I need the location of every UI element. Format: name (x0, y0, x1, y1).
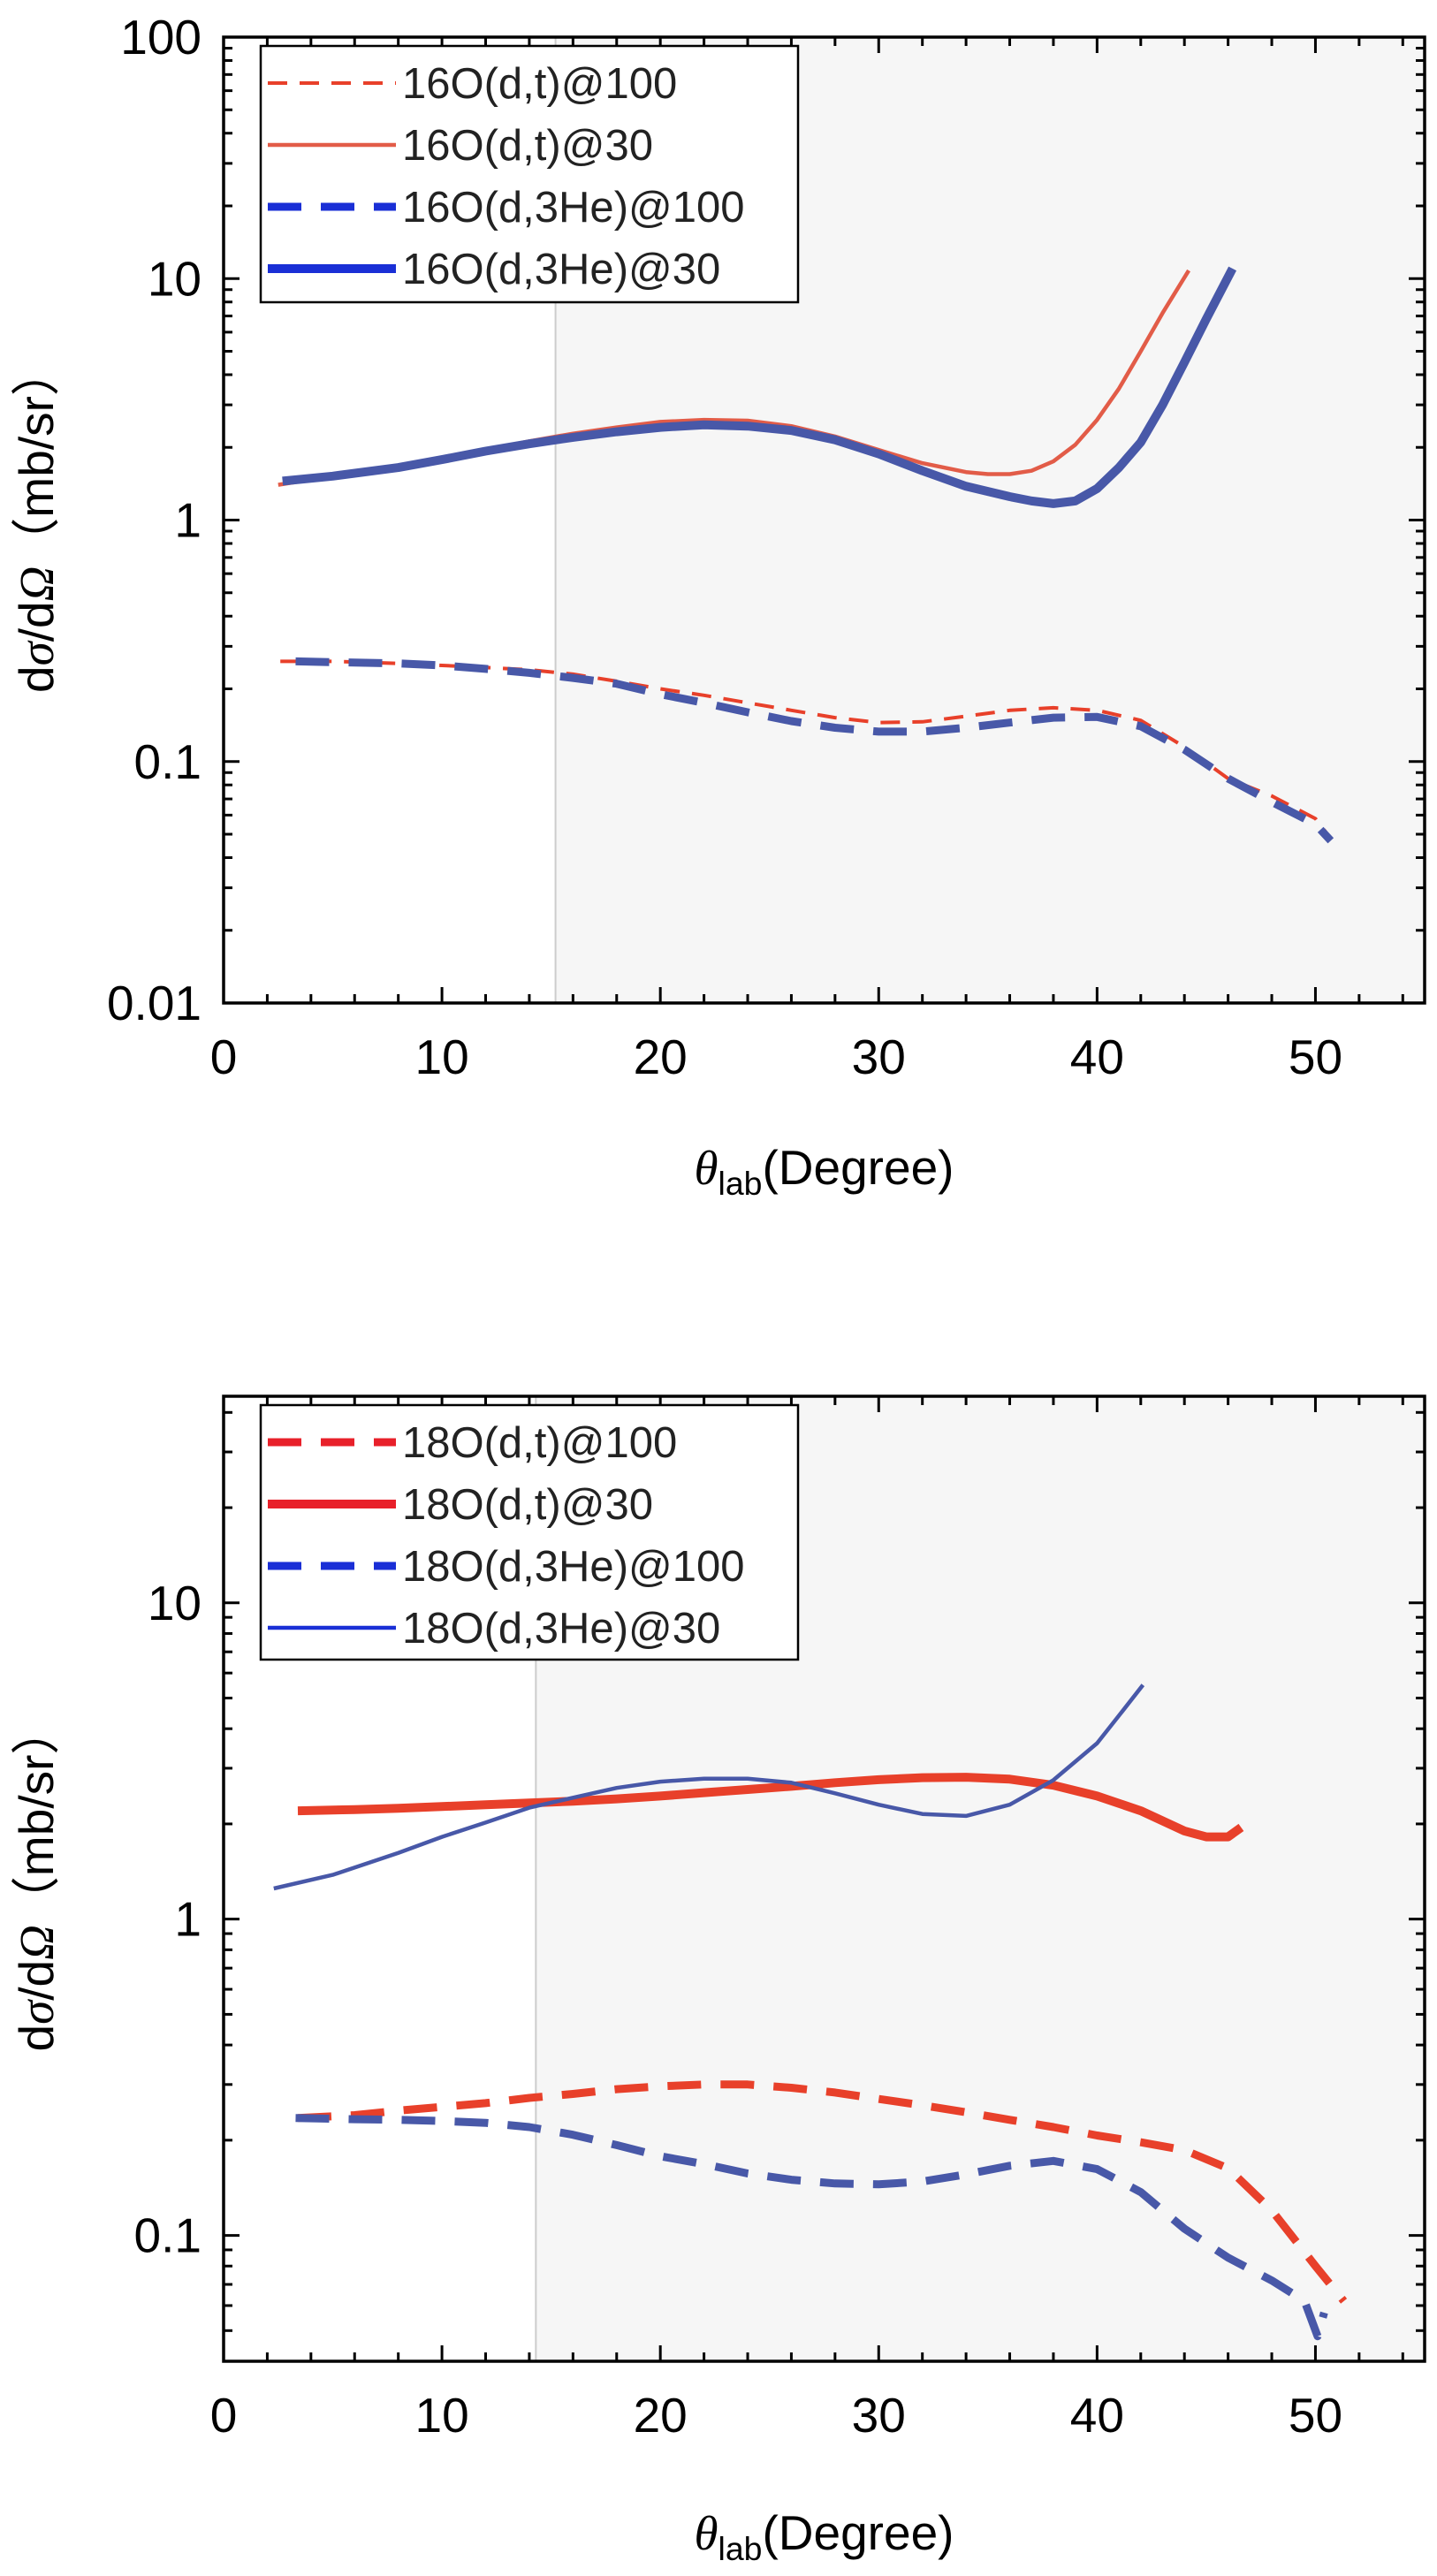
x-tick-label: 0 (210, 2388, 238, 2443)
y-axis-title: dσ/dΩ（mb/sr） (9, 1706, 64, 2052)
top-panel: 0 10 20 30 40 50 0.01 0.1 1 10 100 θlab(Degree) dσ/d… (9, 10, 1426, 1202)
x-tick-label: 50 (1289, 2388, 1342, 2443)
x-tick-label: 0 (210, 1030, 238, 1084)
y-tick-label: 1 (174, 493, 201, 548)
y-axis-title: dσ/dΩ（mb/sr） (9, 347, 64, 693)
series-line-18O(d,3He)@100 (295, 2114, 1328, 2341)
bottom-panel: 0 10 20 30 40 50 0.1 1 10 θlab(Degree) dσ/dΩ（mb/sr… (9, 1394, 1426, 2567)
x-tick-label: 40 (1070, 1030, 1124, 1084)
legend-label: 18O(d,3He)@30 (402, 1605, 720, 1653)
series-line-18O(d,t)@30 (297, 1773, 1244, 1842)
y-tick-label: 0.01 (107, 976, 201, 1030)
x-tick-label: 10 (414, 1030, 468, 1084)
legend-label: 16O(d,3He)@100 (402, 184, 745, 232)
x-tick-label: 10 (414, 2388, 468, 2443)
x-axis-title: θlab(Degree) (695, 1140, 954, 1202)
legend-label: 18O(d,3He)@100 (402, 1543, 745, 1591)
y-tick-label: 10 (148, 251, 201, 306)
x-tick-label: 50 (1289, 1030, 1342, 1084)
legend-label: 16O(d,t)@100 (402, 60, 677, 108)
x-tick-label: 30 (852, 1030, 906, 1084)
x-tick-label: 20 (634, 2388, 688, 2443)
legend-box (259, 44, 800, 304)
y-tick-label: 100 (120, 10, 201, 65)
x-tick-label: 30 (852, 2388, 906, 2443)
series-line-16O(d,3He)@100 (295, 657, 1334, 844)
legend-label: 18O(d,t)@100 (402, 1419, 677, 1467)
x-axis-title: θlab(Degree) (695, 2505, 954, 2567)
x-tick-label: 20 (634, 1030, 688, 1084)
y-tick-label: 0.1 (134, 734, 201, 789)
legend-box (259, 1403, 800, 1661)
legend-label: 18O(d,t)@30 (402, 1481, 653, 1529)
legend-label: 16O(d,t)@30 (402, 122, 653, 170)
series-line-18O(d,t)@100 (297, 2080, 1348, 2304)
x-tick-label: 40 (1070, 2388, 1124, 2443)
series-line-16O(d,3He)@30 (282, 266, 1237, 508)
legend-label: 16O(d,3He)@30 (402, 246, 720, 293)
y-tick-label: 1 (174, 1892, 201, 1947)
y-tick-label: 0.1 (134, 2208, 201, 2263)
plot-frame (222, 1394, 1426, 2363)
series-line-18O(d,3He)@30 (273, 1683, 1145, 1891)
y-tick-label: 10 (148, 1576, 201, 1630)
